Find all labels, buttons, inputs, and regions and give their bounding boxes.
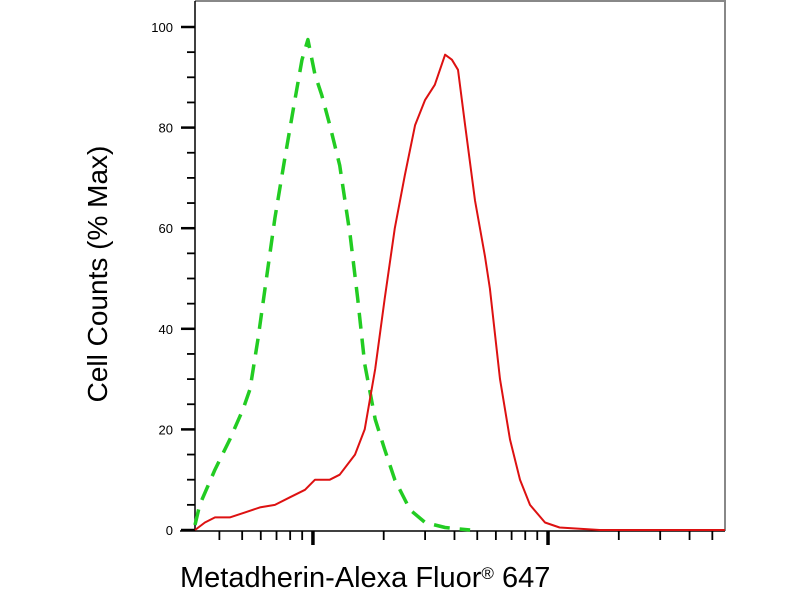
- x-axis-label: Metadherin-Alexa Fluor® 647: [180, 562, 550, 595]
- y-tick-label: 20: [159, 422, 173, 437]
- x-axis-label-suffix: 647: [502, 562, 551, 594]
- sample-histogram-line: [194, 53, 725, 531]
- y-tick-label: 40: [159, 322, 173, 337]
- plot-frame: [195, 0, 726, 531]
- y-tick-label: 80: [159, 121, 173, 136]
- y-tick-label: 100: [151, 20, 173, 35]
- y-tick-label: 60: [159, 221, 173, 236]
- x-axis-label-text: Metadherin-Alexa Fluor: [180, 562, 482, 594]
- control-histogram-line: [193, 37, 471, 532]
- registered-mark: ®: [481, 564, 494, 583]
- y-axis-label: Cell Counts (% Max): [82, 145, 113, 403]
- y-tick-label: 0: [166, 523, 173, 538]
